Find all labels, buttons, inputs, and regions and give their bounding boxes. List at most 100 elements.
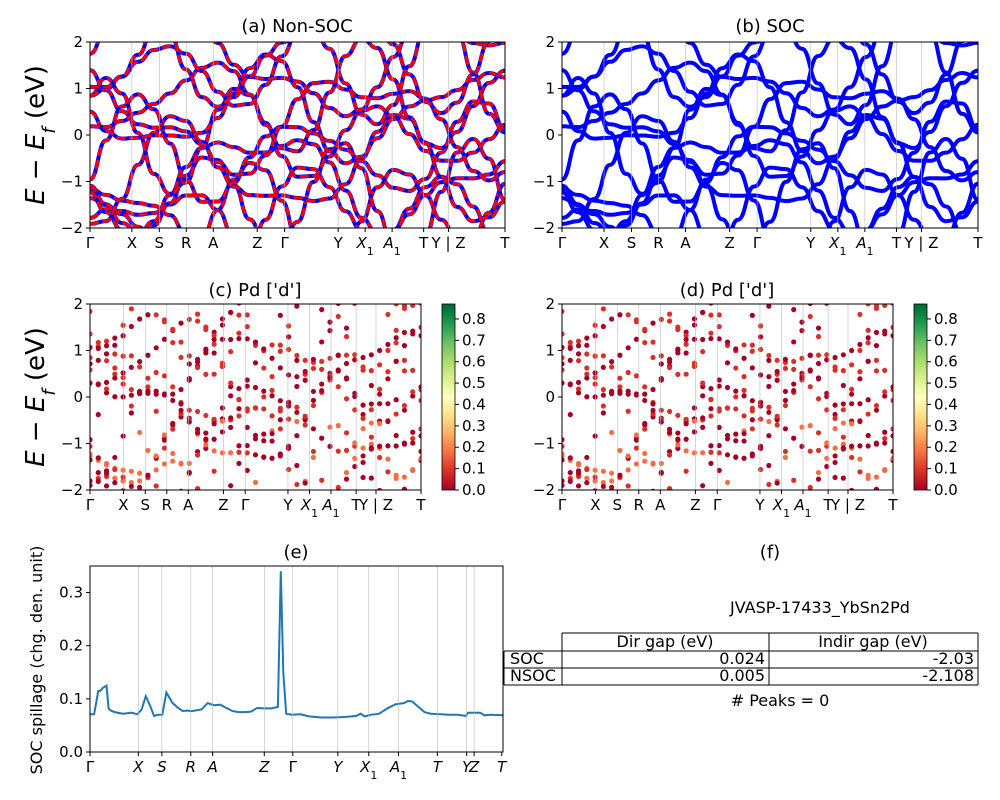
band-point: [716, 406, 722, 412]
band-point: [418, 272, 423, 277]
band-point: [393, 475, 399, 482]
band-point: [269, 413, 275, 419]
band-point: [236, 397, 242, 403]
band-point: [890, 272, 895, 277]
y-tick-label: 2: [73, 295, 83, 313]
band-point: [286, 346, 292, 353]
band-point: [186, 377, 192, 383]
band-point: [120, 433, 126, 439]
band-point: [799, 375, 805, 381]
band-point: [153, 369, 159, 376]
band-point: [708, 330, 714, 336]
band-point: [633, 432, 640, 438]
band-point: [717, 552, 722, 557]
band-point: [758, 346, 764, 353]
band-point: [161, 445, 168, 451]
band-point: [799, 424, 805, 430]
band-point: [600, 364, 606, 370]
band-point: [626, 265, 631, 270]
band-point: [335, 313, 341, 320]
band-point: [575, 460, 582, 467]
band-point: [841, 518, 846, 523]
band-point: [807, 313, 813, 320]
band-point: [816, 515, 821, 520]
band-point: [95, 412, 101, 418]
band-point: [394, 499, 399, 504]
band-point: [335, 423, 341, 429]
band-point: [658, 419, 664, 425]
band-point: [194, 318, 201, 324]
band-point: [625, 453, 631, 459]
x-tick-label: T: [887, 496, 898, 514]
band-point: [95, 345, 101, 351]
band-point: [865, 475, 871, 482]
band-point: [890, 384, 893, 390]
panel-b-title: (b) SOC: [735, 16, 804, 37]
band-point: [815, 430, 822, 436]
band-point: [219, 316, 225, 322]
band-point: [112, 351, 118, 357]
band-point: [344, 508, 349, 513]
band-point: [368, 434, 374, 440]
band-point: [418, 397, 421, 404]
band-point: [840, 441, 846, 447]
x-tick-label: Γ: [241, 496, 250, 514]
band-point: [617, 275, 622, 280]
y-tick-label: 1: [545, 80, 555, 98]
band-point: [849, 454, 855, 461]
band-point: [103, 460, 110, 467]
band-point: [120, 353, 126, 359]
x-tick-label: A1: [389, 758, 407, 782]
band-point: [617, 390, 623, 396]
colorbar-tick-label: 0.8: [462, 310, 486, 328]
band-point: [849, 518, 854, 523]
band-point: [716, 383, 722, 389]
band-point: [783, 294, 788, 299]
band-point: [410, 466, 416, 473]
band-point: [683, 421, 689, 427]
band-point: [244, 450, 250, 456]
band-point: [700, 393, 706, 399]
band-point: [716, 424, 722, 431]
band-point: [782, 426, 789, 432]
band-point: [352, 440, 358, 446]
band-point: [666, 452, 673, 458]
band-point: [393, 397, 399, 403]
band-point: [882, 436, 888, 442]
band-point: [90, 437, 93, 443]
band-point: [112, 394, 118, 400]
band-point: [766, 374, 772, 380]
band-point: [592, 322, 598, 328]
band-point: [592, 353, 598, 359]
band-point: [758, 521, 763, 526]
band-point: [269, 355, 275, 361]
x-tick-label: A1: [321, 496, 339, 520]
band-point: [782, 356, 789, 362]
band-point: [343, 376, 350, 382]
band-point: [840, 352, 846, 358]
band-point: [368, 407, 374, 413]
band-point: [385, 347, 391, 354]
band-point: [385, 376, 391, 382]
band-point: [840, 475, 846, 481]
band-point: [849, 386, 855, 392]
band-point: [675, 505, 680, 510]
band-point: [658, 316, 664, 322]
band-point: [562, 437, 565, 443]
band-point: [310, 365, 317, 372]
band-point: [832, 277, 837, 282]
band-point: [857, 513, 862, 518]
band-point: [211, 436, 217, 442]
band-point: [700, 309, 706, 315]
band-line: [562, 160, 924, 228]
band-point: [277, 398, 283, 404]
band-point: [410, 286, 415, 291]
band-point: [170, 458, 176, 464]
band-point: [360, 277, 365, 282]
band-point: [832, 354, 838, 361]
band-point: [103, 386, 110, 392]
band-point: [840, 434, 846, 440]
band-point: [360, 415, 366, 421]
band-point: [568, 294, 573, 299]
band-point: [203, 537, 208, 542]
